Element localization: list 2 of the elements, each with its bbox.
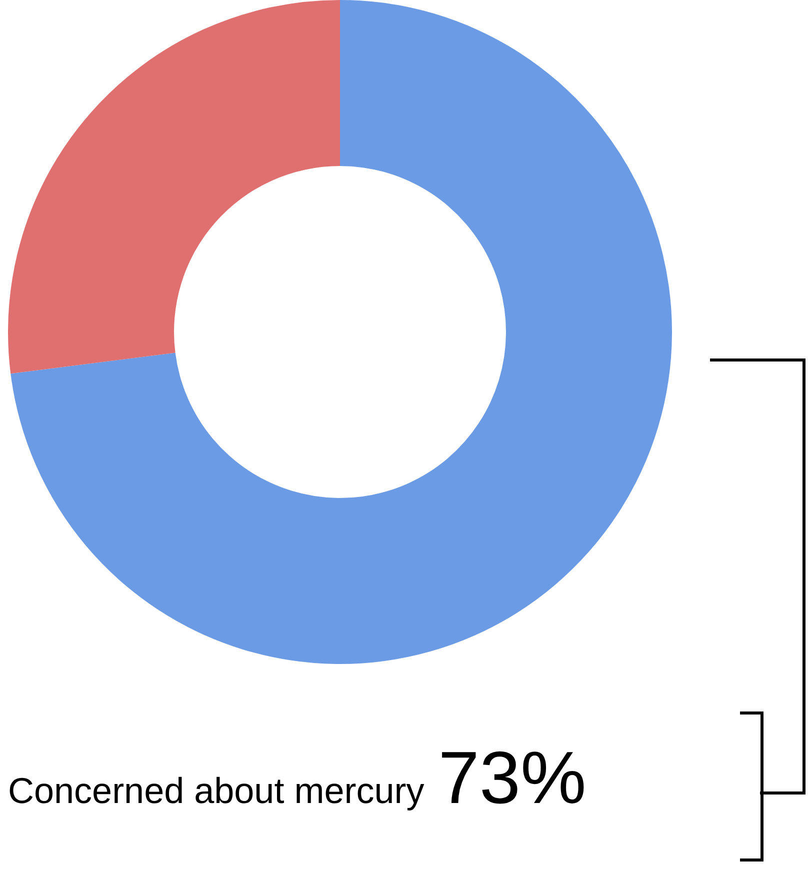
- slice-label: Concerned about mercury: [8, 770, 424, 812]
- data-label: 73%: [438, 735, 586, 820]
